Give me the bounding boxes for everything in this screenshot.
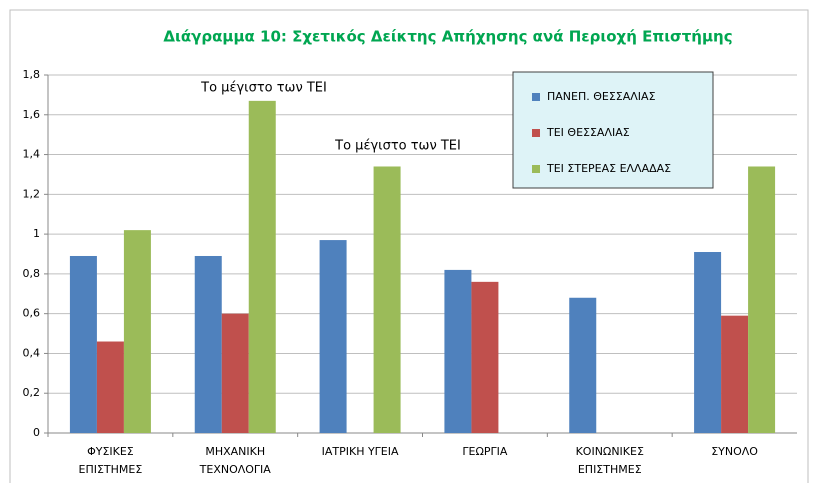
annotation: Το μέγιστο των ΤΕΙ: [334, 139, 461, 154]
legend-label: ΠΑΝΕΠ. ΘΕΣΣΑΛΙΑΣ: [547, 90, 656, 103]
bar: [373, 166, 401, 433]
bar: [248, 100, 276, 433]
legend-label: ΤΕΙ ΘΕΣΣΑΛΙΑΣ: [546, 126, 630, 139]
y-tick-label: 0,8: [23, 267, 41, 280]
y-tick-label: 1: [33, 227, 40, 240]
x-tick-label: ΓΕΩΡΓΙΑ: [462, 445, 508, 458]
y-tick-label: 0: [33, 426, 40, 439]
x-tick-label: ΣΥΝΟΛΟ: [711, 445, 758, 458]
legend-swatch: [532, 165, 540, 173]
y-tick-label: 1,6: [23, 108, 41, 121]
bar: [721, 315, 749, 433]
legend-box: [512, 71, 714, 189]
bar: [748, 166, 776, 433]
y-tick-label: 0,6: [23, 307, 41, 320]
y-tick-label: 0,4: [23, 346, 41, 359]
legend-swatch: [532, 93, 540, 101]
x-tick-label: ΙΑΤΡΙΚΗ ΥΓΕΙΑ: [321, 445, 399, 458]
bar: [123, 230, 151, 433]
y-tick-label: 1,8: [23, 68, 41, 81]
bar: [221, 313, 249, 433]
x-tick-label: ΜΗΧΑΝΙΚΗ ΤΕΧΝΟΛΟΓΙΑ: [199, 445, 271, 476]
x-tick-label: ΚΟΙΝΩΝΙΚΕΣ ΕΠΙΣΤΗΜΕΣ: [575, 445, 644, 476]
y-tick-label: 1,4: [23, 148, 41, 161]
bar: [69, 255, 97, 433]
annotation: Το μέγιστο των ΤΕΙ: [200, 81, 327, 96]
bar: [319, 240, 347, 433]
bar: [694, 252, 722, 433]
bar: [194, 255, 222, 433]
bar: [444, 269, 472, 433]
bar: [96, 341, 124, 433]
y-tick-label: 1,2: [23, 187, 41, 200]
legend-swatch: [532, 129, 540, 137]
y-tick-label: 0,2: [23, 386, 41, 399]
x-tick-label: ΦΥΣΙΚΕΣ ΕΠΙΣΤΗΜΕΣ: [78, 445, 143, 476]
chart-title: Διάγραμμα 10: Σχετικός Δείκτης Απήχησης …: [163, 28, 732, 46]
legend-label: ΤΕΙ ΣΤΕΡΕΑΣ ΕΛΛΑΔΑΣ: [546, 162, 671, 175]
bar: [569, 297, 597, 433]
bar: [471, 281, 499, 433]
